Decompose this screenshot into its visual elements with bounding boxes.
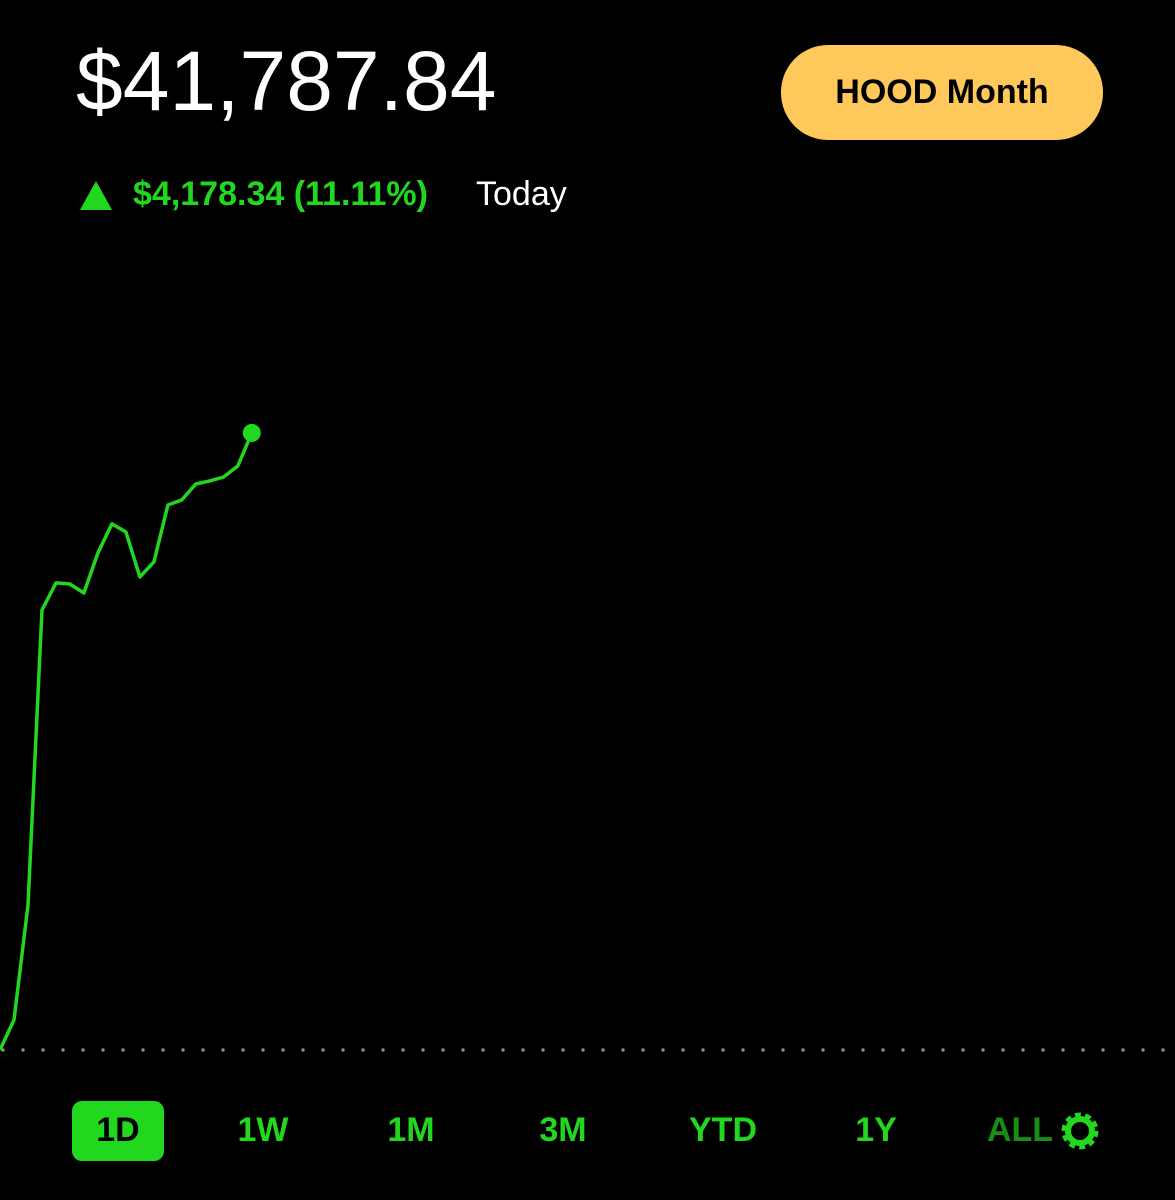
range-button[interactable]: 3M <box>539 1111 586 1149</box>
promo-button[interactable] <box>781 45 1103 140</box>
range-selector: 1D 1W 1M 3M YTD 1Y ALL <box>72 1101 1053 1161</box>
range-button[interactable]: ALL <box>987 1111 1053 1149</box>
price-line <box>0 432 254 1051</box>
gear-body <box>1065 1116 1095 1146</box>
promo-label[interactable]: HOOD Month <box>835 73 1048 111</box>
change-period: Today <box>476 175 567 213</box>
chart <box>0 423 1175 1052</box>
range-button[interactable]: 1M <box>387 1111 434 1149</box>
range-button[interactable]: 1W <box>238 1111 290 1149</box>
current-point <box>242 423 261 442</box>
change: $4,178.34 (11.11%) <box>133 175 428 213</box>
range-button[interactable]: YTD <box>689 1111 757 1149</box>
range-button[interactable]: 1Y <box>855 1111 897 1149</box>
range-selected-bg[interactable] <box>72 1101 164 1161</box>
up-arrow <box>80 181 112 210</box>
balance: $41,787.84 <box>76 34 496 128</box>
range-button[interactable]: 1D <box>96 1111 139 1149</box>
settings-icon[interactable] <box>1061 1112 1099 1150</box>
